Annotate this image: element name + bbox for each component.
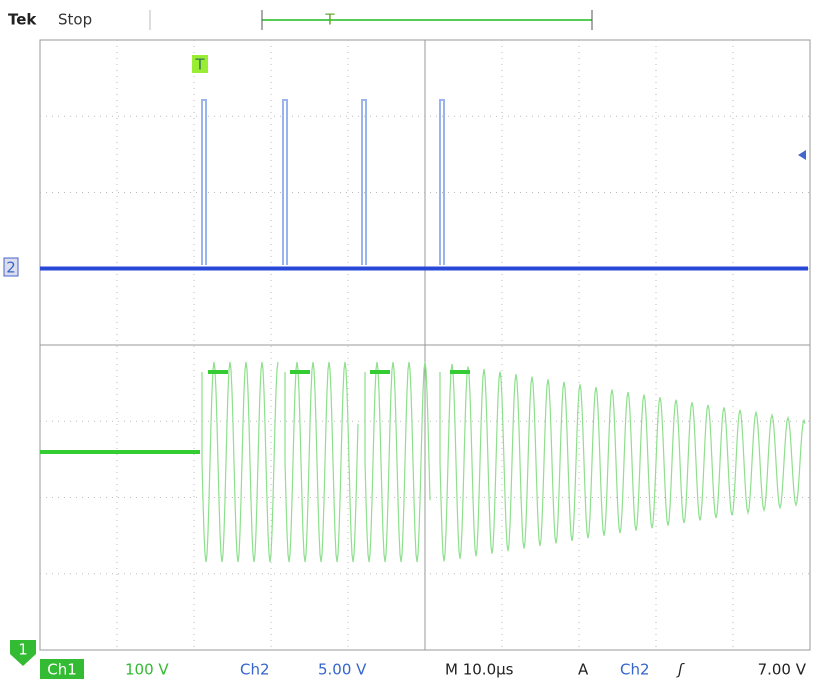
- ch2-marker-bg: [3, 257, 19, 277]
- ch1-label-bg: [40, 659, 84, 679]
- ch1-scale: 100 V: [125, 661, 169, 679]
- ch2-marker: 2: [6, 259, 16, 277]
- brand: Tek: [8, 11, 37, 29]
- ch2-pulse: [439, 99, 445, 265]
- ch1-marker-bg: [10, 640, 36, 666]
- trigger-slope: ʃ: [676, 661, 685, 679]
- ch2-pulse: [201, 99, 207, 265]
- trigger-level-arrow: [798, 150, 806, 160]
- acquisition-status: Stop: [58, 11, 92, 29]
- trigger-mode: A: [578, 661, 589, 679]
- timebase: M 10.0µs: [445, 661, 514, 679]
- ch2-label: Ch2: [240, 661, 270, 679]
- ch1-label: Ch1: [47, 661, 77, 679]
- waveforms: [40, 99, 808, 563]
- trigger-marker-bg: [192, 55, 208, 73]
- record-trigger: T: [324, 11, 335, 29]
- ch2-pulse: [282, 99, 288, 265]
- ch1-trace: [201, 361, 806, 563]
- trigger-level: 7.00 V: [758, 661, 807, 679]
- trigger-marker: T: [194, 56, 205, 74]
- ch2-pulse: [361, 99, 367, 265]
- ch2-scale: 5.00 V: [318, 661, 367, 679]
- trigger-source: Ch2: [620, 661, 650, 679]
- ch1-marker: 1: [18, 641, 28, 659]
